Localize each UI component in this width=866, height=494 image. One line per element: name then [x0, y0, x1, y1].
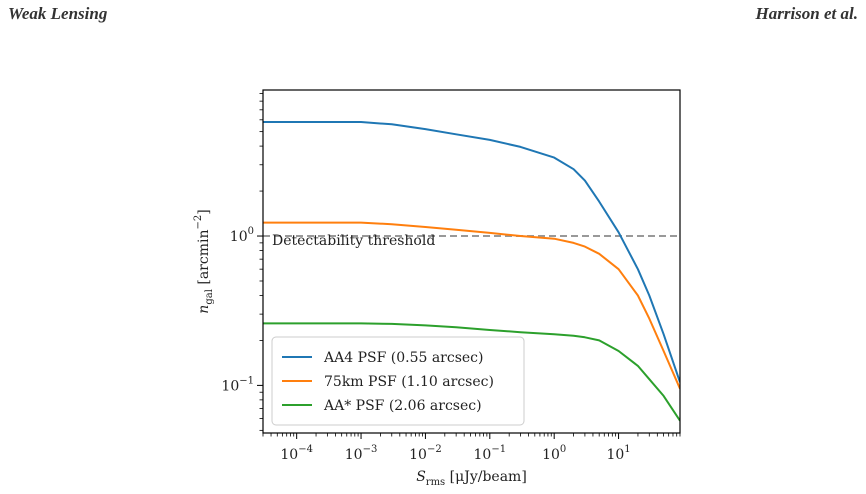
x-axis-label: Srms [μJy/beam]: [416, 469, 527, 488]
y-tick-label: 100: [230, 226, 254, 245]
x-tick-label: 10−3: [345, 444, 378, 463]
y-tick-label: 10−1: [221, 375, 254, 394]
x-tick-label: 101: [606, 444, 630, 463]
x-tick-label: 10−2: [409, 444, 442, 463]
series-group: [263, 121, 680, 422]
series-line-2: [263, 221, 680, 390]
y-axis-label: ngal [arcmin−2]: [193, 209, 215, 313]
legend-label: AA4 PSF (0.55 arcsec): [323, 350, 484, 366]
running-header-left: Weak Lensing: [8, 4, 108, 23]
plot-frame: [262, 89, 681, 434]
tick-labels: 10−4 10−3 10−2 10−1 100 101 10−1 100 Srms [μJy/b…: [193, 209, 631, 488]
threshold-label: Detectability threshold: [272, 233, 435, 249]
x-tick-label: 100: [542, 444, 566, 463]
running-header-right: Harrison et al.: [755, 4, 859, 23]
legend-box: [271, 336, 525, 426]
x-tick-label: 10−4: [280, 444, 313, 463]
legend: AA4 PSF (0.55 arcsec) 75km PSF (1.10 arcs…: [271, 336, 525, 426]
series-line-1: [263, 121, 680, 383]
legend-label: AA* PSF (2.06 arcsec): [323, 398, 482, 414]
series-line-3: [263, 322, 680, 422]
legend-label: 75km PSF (1.10 arcsec): [324, 374, 494, 390]
x-tick-label: 10−1: [474, 444, 507, 463]
